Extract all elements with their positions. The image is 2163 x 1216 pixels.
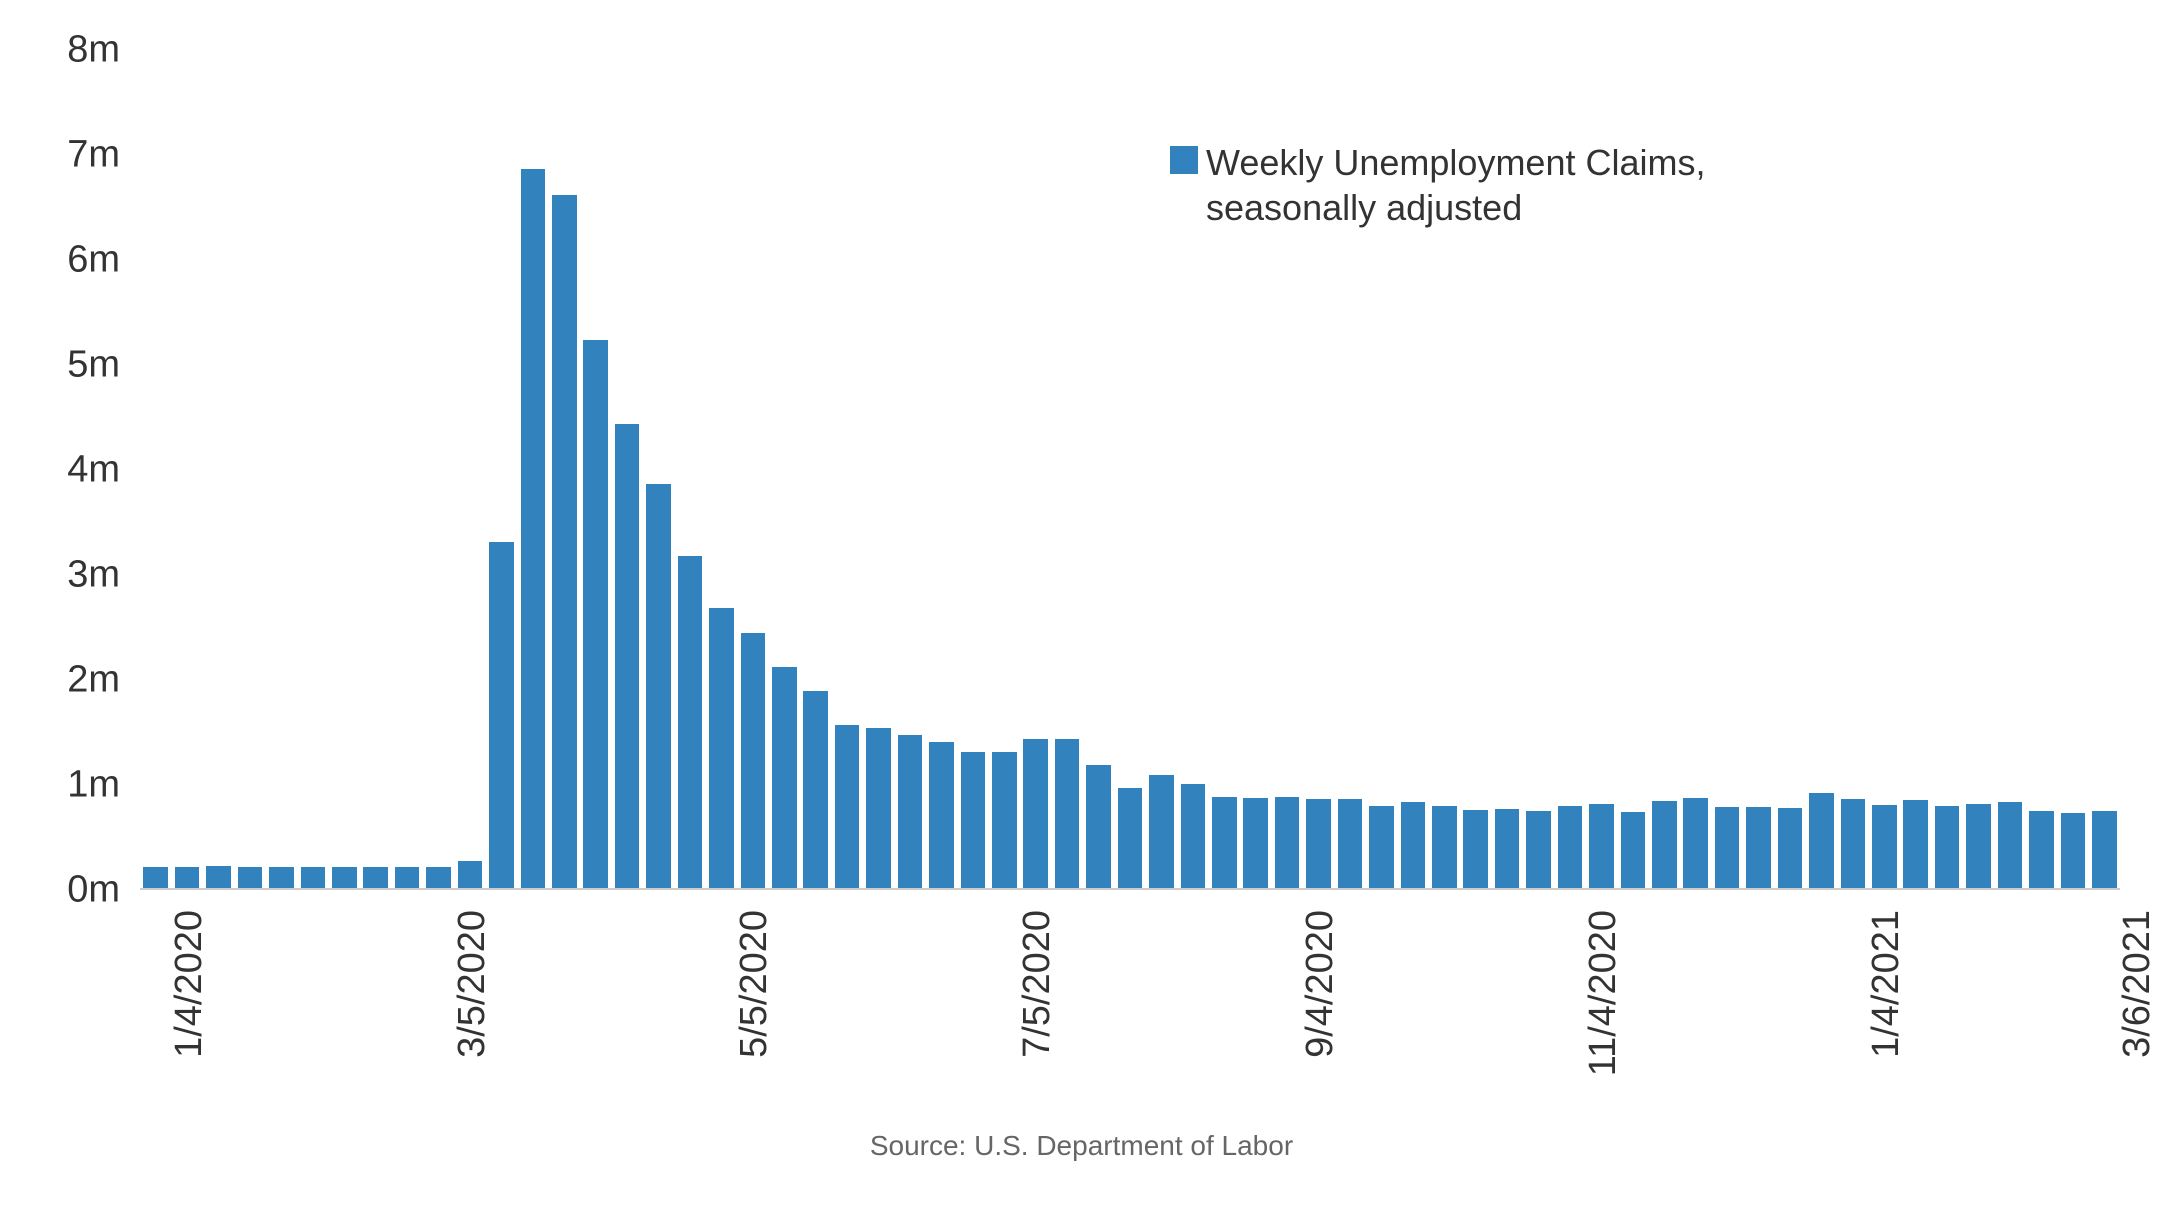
bar — [143, 867, 168, 890]
bar — [1118, 788, 1143, 890]
bar — [835, 725, 860, 890]
y-tick-label: 8m — [67, 29, 120, 72]
x-tick-label: 3/6/2021 — [2116, 910, 2159, 1058]
bar — [1683, 798, 1708, 890]
bar — [1809, 793, 1834, 890]
bar — [1998, 802, 2023, 890]
bar — [741, 633, 766, 890]
bar — [1558, 806, 1583, 890]
bar — [1621, 812, 1646, 890]
bar — [1243, 798, 1268, 890]
bar — [458, 861, 483, 890]
bar — [238, 867, 263, 890]
bar — [552, 195, 577, 890]
bar — [709, 608, 734, 890]
source-note: Source: U.S. Department of Labor — [0, 1130, 2163, 1162]
legend: Weekly Unemployment Claims, seasonally a… — [1170, 140, 1705, 230]
bar — [1841, 799, 1866, 890]
y-axis: 0m1m2m3m4m5m6m7m8m — [0, 50, 130, 890]
bar — [521, 169, 546, 890]
bar — [1746, 807, 1771, 890]
bar — [1715, 807, 1740, 890]
x-tick-label: 1/4/2021 — [1865, 910, 1908, 1058]
bar — [269, 867, 294, 890]
x-tick-label: 3/5/2020 — [451, 910, 494, 1058]
bar — [866, 728, 891, 890]
bar — [175, 867, 200, 890]
bar — [1055, 739, 1080, 890]
bar — [1463, 810, 1488, 890]
plot-area — [140, 50, 2120, 890]
x-tick-label: 9/4/2020 — [1299, 910, 1342, 1058]
y-tick-label: 1m — [67, 764, 120, 807]
bar — [2061, 813, 2086, 890]
bar — [2029, 811, 2054, 890]
bar — [1652, 801, 1677, 890]
bar — [1935, 806, 1960, 890]
bar — [1589, 804, 1614, 890]
bar — [615, 424, 640, 890]
y-tick-label: 2m — [67, 659, 120, 702]
x-tick-label: 11/4/2020 — [1582, 910, 1625, 1076]
x-tick-label: 5/5/2020 — [733, 910, 776, 1058]
y-tick-label: 3m — [67, 554, 120, 597]
bar — [1495, 809, 1520, 890]
legend-swatch — [1170, 146, 1198, 174]
bar — [1338, 799, 1363, 890]
bar — [1872, 805, 1897, 890]
bar — [1966, 804, 1991, 890]
x-tick-label: 1/4/2020 — [168, 910, 211, 1058]
bar — [2092, 811, 2117, 890]
bar — [1181, 784, 1206, 890]
bar — [772, 667, 797, 890]
bar — [1212, 797, 1237, 890]
bar — [489, 542, 514, 890]
x-tick-label: 7/5/2020 — [1016, 910, 1059, 1058]
bar — [1432, 806, 1457, 890]
bar — [1369, 806, 1394, 890]
chart-container: 0m 1m 2m 3m 4m 5m 6m 7m 8m 1/4/2020 3/5/2020 5/5/2… — [0, 0, 2163, 1216]
bar — [426, 867, 451, 890]
bar — [678, 556, 703, 890]
bar — [992, 752, 1017, 890]
bar — [646, 484, 671, 890]
legend-label: Weekly Unemployment Claims, seasonally a… — [1206, 140, 1705, 230]
bar — [803, 691, 828, 891]
bar — [1778, 808, 1803, 890]
bar — [363, 867, 388, 890]
bar — [1903, 800, 1928, 890]
bar-series — [140, 50, 2120, 890]
bar — [961, 752, 986, 890]
y-tick-label: 6m — [67, 239, 120, 282]
y-tick-label: 4m — [67, 449, 120, 492]
bar — [583, 340, 608, 890]
bar — [1275, 797, 1300, 890]
bar — [395, 867, 420, 890]
bar — [301, 867, 326, 890]
bar — [1023, 739, 1048, 890]
bar — [1086, 765, 1111, 890]
bar — [206, 866, 231, 890]
x-axis-line — [140, 888, 2120, 890]
bar — [1306, 799, 1331, 890]
bar — [898, 735, 923, 890]
y-tick-label: 5m — [67, 344, 120, 387]
bar — [1401, 802, 1426, 890]
legend-line-2: seasonally adjusted — [1206, 187, 1522, 228]
y-tick-label: 0m — [67, 869, 120, 912]
legend-line-1: Weekly Unemployment Claims, — [1206, 142, 1705, 183]
x-axis: 1/4/2020 3/5/2020 5/5/2020 7/5/2020 9/4/2020… — [140, 900, 2120, 1120]
bar — [1526, 811, 1551, 890]
y-tick-label: 7m — [67, 134, 120, 177]
bar — [332, 867, 357, 890]
bar — [929, 742, 954, 890]
bar — [1149, 775, 1174, 891]
